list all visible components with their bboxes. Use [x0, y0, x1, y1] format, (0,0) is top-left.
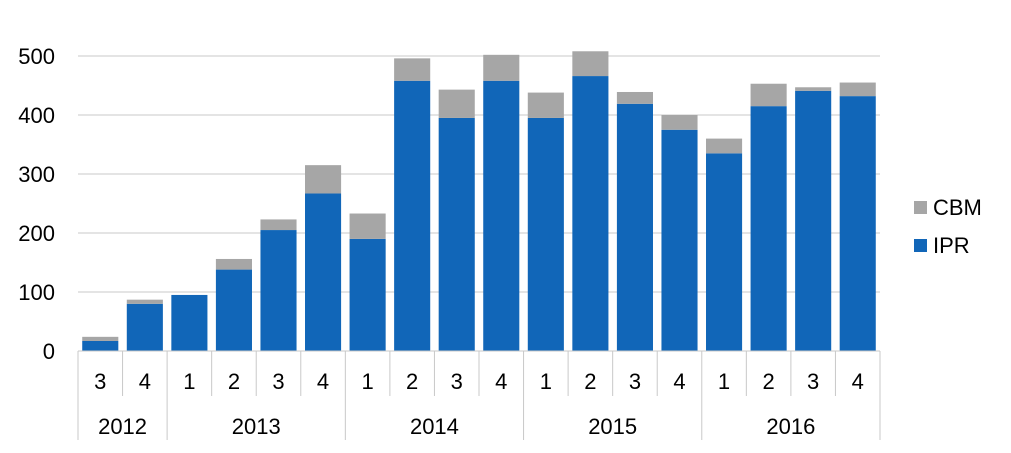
bar-cbm [840, 83, 876, 97]
bar-ipr [661, 130, 697, 351]
quarter-label: 1 [183, 369, 195, 394]
quarter-label: 3 [451, 369, 463, 394]
year-label: 2015 [588, 414, 637, 439]
quarter-label: 1 [361, 369, 373, 394]
legend-label-ipr: IPR [933, 233, 970, 258]
bar-cbm [216, 259, 252, 270]
bar-ipr [350, 239, 386, 351]
quarter-label: 2 [762, 369, 774, 394]
bars [82, 51, 876, 351]
y-tick-label: 400 [18, 103, 55, 128]
bar-ipr [706, 153, 742, 351]
quarter-label: 1 [718, 369, 730, 394]
bar-cbm [305, 165, 341, 193]
quarter-label: 2 [584, 369, 596, 394]
bar-ipr [840, 96, 876, 351]
legend-swatch-cbm [914, 201, 927, 214]
quarter-label: 1 [540, 369, 552, 394]
bar-ipr [751, 106, 787, 351]
bar-cbm [439, 90, 475, 118]
bar-cbm [528, 93, 564, 118]
bar-ipr [82, 341, 118, 351]
bar-ipr [439, 118, 475, 351]
quarter-label: 4 [495, 369, 507, 394]
y-tick-label: 100 [18, 280, 55, 305]
bar-cbm [706, 139, 742, 154]
quarter-label: 2 [228, 369, 240, 394]
bar-cbm [260, 219, 296, 230]
bar-ipr [528, 118, 564, 351]
bar-cbm [394, 58, 430, 80]
quarter-label: 4 [852, 369, 864, 394]
legend-label-cbm: CBM [933, 195, 982, 220]
bar-cbm [661, 115, 697, 130]
quarter-label: 4 [139, 369, 151, 394]
quarter-label: 3 [807, 369, 819, 394]
y-tick-label: 300 [18, 162, 55, 187]
legend-swatch-ipr [914, 239, 927, 252]
bar-cbm [350, 214, 386, 239]
quarter-label: 3 [272, 369, 284, 394]
bar-ipr [572, 76, 608, 351]
y-axis: 0 100 200 300 400 500 [18, 44, 55, 364]
bar-ipr [483, 81, 519, 351]
y-tick-label: 500 [18, 44, 55, 69]
bar-cbm [483, 55, 519, 81]
bar-cbm [127, 300, 163, 304]
bar-cbm [617, 92, 653, 104]
bar-cbm [82, 337, 118, 341]
bar-ipr [260, 230, 296, 351]
bar-ipr [394, 81, 430, 351]
bar-cbm [751, 84, 787, 106]
quarter-label: 4 [673, 369, 685, 394]
year-label: 2013 [232, 414, 281, 439]
quarter-label: 2 [406, 369, 418, 394]
bar-ipr [127, 304, 163, 351]
x-axis: 3 4 1 2 3 4 1 2 3 4 1 2 3 4 1 2 3 4 2012 2013 2014 2015 2016 [78, 351, 880, 440]
year-label: 2012 [98, 414, 147, 439]
y-tick-label: 0 [43, 339, 55, 364]
year-label: 2014 [410, 414, 459, 439]
year-label: 2016 [766, 414, 815, 439]
bar-ipr [617, 104, 653, 351]
quarter-label: 3 [94, 369, 106, 394]
quarter-label: 4 [317, 369, 329, 394]
bar-cbm [795, 87, 831, 91]
legend: CBM IPR [914, 195, 982, 258]
bar-ipr [171, 295, 207, 351]
bar-ipr [305, 193, 341, 351]
bar-ipr [216, 270, 252, 351]
bar-ipr [795, 91, 831, 351]
y-tick-label: 200 [18, 221, 55, 246]
bar-cbm [572, 51, 608, 76]
quarter-label: 3 [629, 369, 641, 394]
